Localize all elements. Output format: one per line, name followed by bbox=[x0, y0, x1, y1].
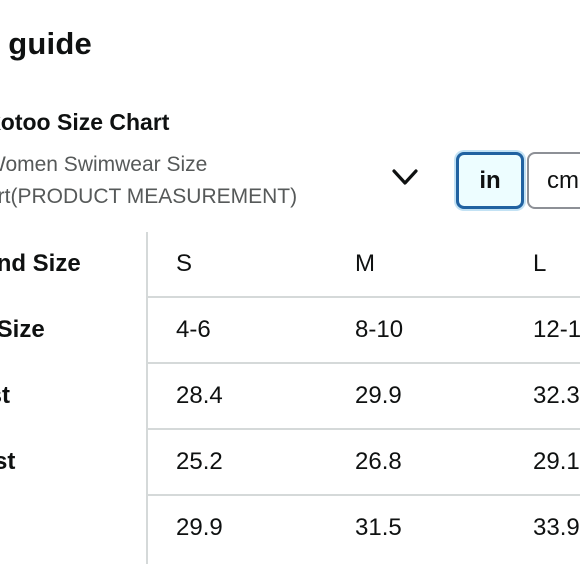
row-divider bbox=[147, 428, 580, 430]
page-title: e guide bbox=[0, 26, 92, 61]
table-row: aist 25.2 26.8 29.1 bbox=[0, 430, 580, 496]
table-cell: 25.2 bbox=[176, 448, 223, 475]
row-header: ust bbox=[0, 382, 10, 409]
table-cell: 4-6 bbox=[176, 316, 211, 343]
table-cell: 33.9 bbox=[533, 514, 580, 541]
size-chart-subtitle-line1: Women Swimwear Size bbox=[0, 153, 208, 176]
row-header: S Size bbox=[0, 316, 45, 343]
table-cell: 29.9 bbox=[176, 514, 223, 541]
chevron-down-icon[interactable] bbox=[389, 166, 421, 190]
table-cell: 31.5 bbox=[355, 514, 402, 541]
table-cell: 29.1 bbox=[533, 448, 580, 475]
table-cell: 8-10 bbox=[355, 316, 404, 343]
row-divider bbox=[147, 296, 580, 298]
size-chart-selector[interactable]: Women Swimwear Size art(PRODUCT MEASUREM… bbox=[0, 149, 346, 213]
unit-inch-button[interactable]: in bbox=[456, 152, 524, 209]
unit-toggle: in cm bbox=[456, 152, 580, 209]
table-row: ip 29.9 31.5 33.9 bbox=[0, 496, 580, 562]
size-chart-subtitle-line2: art(PRODUCT MEASUREMENT) bbox=[0, 185, 298, 208]
row-divider bbox=[147, 494, 580, 496]
table-cell: 32.3 bbox=[533, 382, 580, 409]
table-row: ust 28.4 29.9 32.3 bbox=[0, 364, 580, 430]
row-header: rand Size bbox=[0, 250, 81, 277]
row-divider bbox=[147, 362, 580, 364]
size-chart-name: kotoo Size Chart bbox=[0, 109, 170, 135]
row-header: aist bbox=[0, 448, 16, 475]
table-cell: L bbox=[533, 250, 547, 277]
table-cell: 12-1 bbox=[533, 316, 580, 343]
table-row: rand Size S M L bbox=[0, 232, 580, 298]
table-cell: 29.9 bbox=[355, 382, 402, 409]
unit-cm-button[interactable]: cm bbox=[527, 152, 580, 209]
table-cell: M bbox=[355, 250, 375, 277]
row-header-column bbox=[0, 232, 148, 564]
table-cell: S bbox=[176, 250, 193, 277]
table-cell: 26.8 bbox=[355, 448, 402, 475]
table-row: S Size 4-6 8-10 12-1 bbox=[0, 298, 580, 364]
table-cell: 28.4 bbox=[176, 382, 223, 409]
